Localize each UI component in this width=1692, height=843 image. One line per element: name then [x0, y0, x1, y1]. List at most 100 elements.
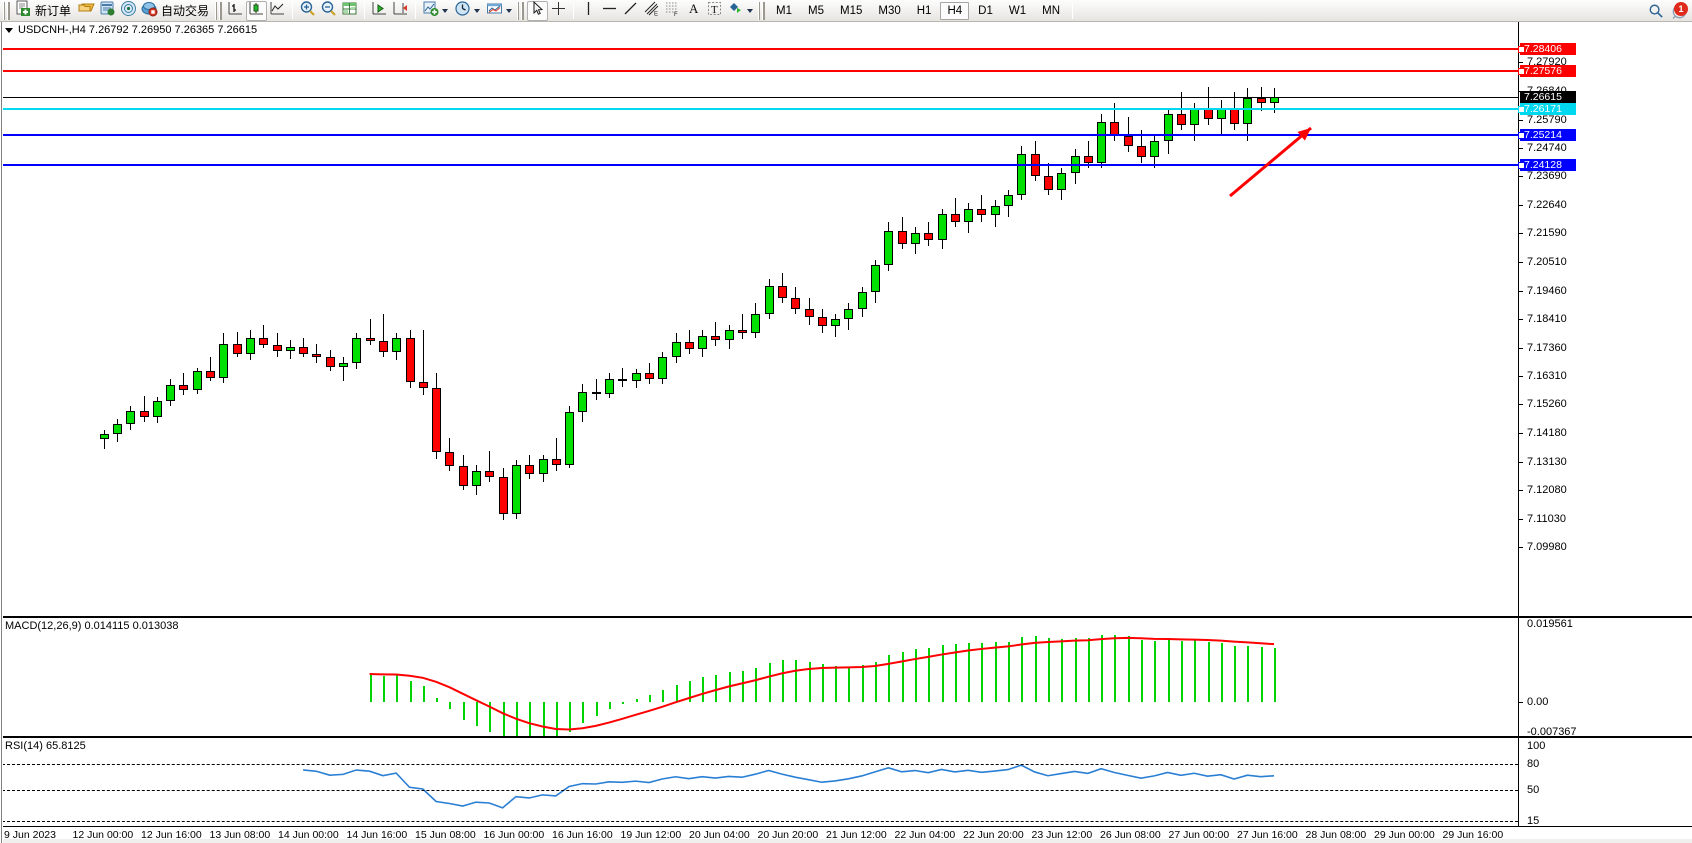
- timeframe-m5[interactable]: M5: [808, 4, 824, 17]
- candle-body: [724, 330, 734, 341]
- time-axis[interactable]: 9 Jun 2023 12 Jun 00:00 12 Jun 16:00 13 Jun…: [0, 826, 1692, 843]
- symbol-dropdown-icon[interactable]: [5, 27, 13, 33]
- candlestick-chart-button[interactable]: [246, 0, 268, 21]
- toolbar-grip-2[interactable]: [215, 1, 223, 20]
- level-handle-support-upper[interactable]: [1518, 132, 1525, 140]
- level-handle-cyan-level[interactable]: [1518, 106, 1525, 114]
- candle-body: [644, 373, 654, 380]
- new-order-button[interactable]: 新订单: [13, 0, 76, 22]
- candle-body: [804, 308, 814, 318]
- navigator-button[interactable]: [118, 0, 139, 21]
- text-button[interactable]: A: [683, 1, 704, 21]
- bar-chart-button[interactable]: [225, 1, 246, 21]
- level-line-resistance-second[interactable]: [2, 70, 1518, 73]
- candle-wick: [422, 330, 424, 396]
- shapes-dropdown-arrow[interactable]: [747, 8, 754, 13]
- level-handle-resistance-top[interactable]: [1518, 45, 1525, 53]
- macd-histogram-bar: [1194, 640, 1197, 703]
- periods-button[interactable]: [452, 0, 484, 21]
- new-order-icon: [15, 0, 32, 22]
- zoom-out-button[interactable]: [318, 0, 339, 21]
- horizontal-line-button[interactable]: [599, 1, 620, 21]
- price-tag-resistance-second[interactable]: 7.27576: [1520, 65, 1576, 78]
- shapes-button[interactable]: [725, 1, 757, 21]
- chart-shift-button[interactable]: [390, 1, 411, 21]
- grid-toggle-button[interactable]: [339, 1, 360, 21]
- price-plot[interactable]: [2, 22, 1518, 616]
- indicators-dropdown-arrow[interactable]: [442, 8, 449, 13]
- price-axis[interactable]: 7.279207.268407.257907.247407.236907.226…: [1518, 22, 1692, 616]
- macd-histogram-bar: [662, 690, 665, 703]
- level-line-cyan-level[interactable]: [2, 108, 1518, 111]
- market-watch-button[interactable]: [76, 1, 97, 21]
- indicators-button[interactable]: [420, 1, 452, 21]
- templates-button[interactable]: [484, 1, 516, 21]
- data-window-button[interactable]: [97, 1, 118, 21]
- level-handle-support-lower[interactable]: [1518, 161, 1525, 169]
- price-tag-support-lower[interactable]: 7.24128: [1520, 158, 1576, 171]
- rsi-axis[interactable]: 1008050150: [1518, 738, 1692, 843]
- candle-body: [498, 476, 508, 515]
- toolbar-grip-3[interactable]: [517, 1, 525, 20]
- auto-scroll-button[interactable]: [369, 1, 390, 21]
- macd-histogram-bar: [476, 702, 478, 727]
- price-tag-support-upper[interactable]: 7.25214: [1520, 129, 1576, 142]
- vertical-line-button[interactable]: [578, 1, 599, 21]
- level-line-support-upper[interactable]: [2, 134, 1518, 137]
- timeframe-m1[interactable]: M1: [776, 4, 793, 17]
- templates-dropdown-arrow[interactable]: [506, 8, 513, 13]
- timeframe-mn[interactable]: MN: [1042, 4, 1060, 17]
- candle-body: [591, 391, 601, 394]
- macd-tick: 0.00: [1519, 697, 1548, 708]
- macd-histogram-bar: [994, 642, 997, 703]
- toolbar-grip-1[interactable]: [3, 1, 10, 20]
- time-label: 13 Jun 08:00: [209, 829, 271, 841]
- price-tick: 7.13130: [1519, 456, 1567, 468]
- macd-plot[interactable]: [2, 618, 1518, 736]
- level-handle-resistance-second[interactable]: [1518, 68, 1525, 76]
- toolbar-right-group: 1: [1644, 1, 1690, 21]
- candle-wick: [343, 357, 344, 382]
- macd-pane[interactable]: 0.019561 0.00 -0.007367 MACD(12,26,9) 0.01…: [0, 617, 1692, 738]
- level-line-support-lower[interactable]: [2, 163, 1518, 166]
- rsi-plot[interactable]: [2, 738, 1518, 843]
- price-pane[interactable]: 7.279207.268407.257907.247407.236907.226…: [0, 22, 1692, 617]
- line-chart-button[interactable]: [267, 1, 288, 21]
- toolbar-grip-4[interactable]: [758, 1, 766, 20]
- timeframe-m30[interactable]: M30: [878, 4, 901, 17]
- macd-axis[interactable]: 0.019561 0.00 -0.007367: [1518, 618, 1692, 738]
- chart-area[interactable]: 7.279207.268407.257907.247407.236907.226…: [0, 22, 1692, 843]
- timeframe-h1[interactable]: H1: [916, 4, 932, 17]
- equidistant-channel-button[interactable]: E: [641, 1, 662, 21]
- timeframe-m15[interactable]: M15: [840, 4, 863, 17]
- price-tag-current-price[interactable]: 7.26615: [1520, 91, 1576, 104]
- candle-body: [817, 317, 827, 327]
- candle-body: [924, 233, 934, 241]
- macd-histogram-bar: [742, 670, 744, 703]
- price-tag-resistance-top[interactable]: 7.28406: [1520, 42, 1576, 55]
- timeframe-w1[interactable]: W1: [1008, 4, 1027, 17]
- candle-body: [245, 338, 255, 354]
- cursor-button[interactable]: [527, 0, 549, 21]
- macd-histogram-bar: [1220, 642, 1223, 703]
- macd-histogram-bar: [755, 667, 758, 703]
- periods-dropdown-arrow[interactable]: [474, 8, 481, 13]
- price-tag-cyan-level[interactable]: 7.26171: [1520, 103, 1576, 116]
- search-button[interactable]: [1648, 3, 1664, 24]
- timeframe-h4[interactable]: H4: [940, 1, 970, 20]
- trendline-button[interactable]: [620, 1, 641, 21]
- bullish-arrow[interactable]: [2, 22, 1518, 616]
- candle-body: [339, 362, 348, 367]
- candle-body: [777, 286, 787, 299]
- rsi-pane[interactable]: 1008050150 RSI(14) 65.8125: [0, 737, 1692, 843]
- rsi-level-50: [2, 790, 1518, 791]
- level-line-current-price[interactable]: [2, 97, 1518, 99]
- macd-signal-line: [369, 636, 1275, 731]
- auto-trading-button[interactable]: 自动交易: [139, 1, 214, 21]
- level-line-resistance-top[interactable]: [2, 47, 1518, 50]
- timeframe-d1[interactable]: D1: [978, 4, 993, 17]
- crosshair-button[interactable]: [548, 1, 569, 21]
- fibonacci-button[interactable]: F: [662, 1, 683, 21]
- zoom-in-button[interactable]: [297, 0, 318, 21]
- text-label-button[interactable]: T: [704, 1, 725, 21]
